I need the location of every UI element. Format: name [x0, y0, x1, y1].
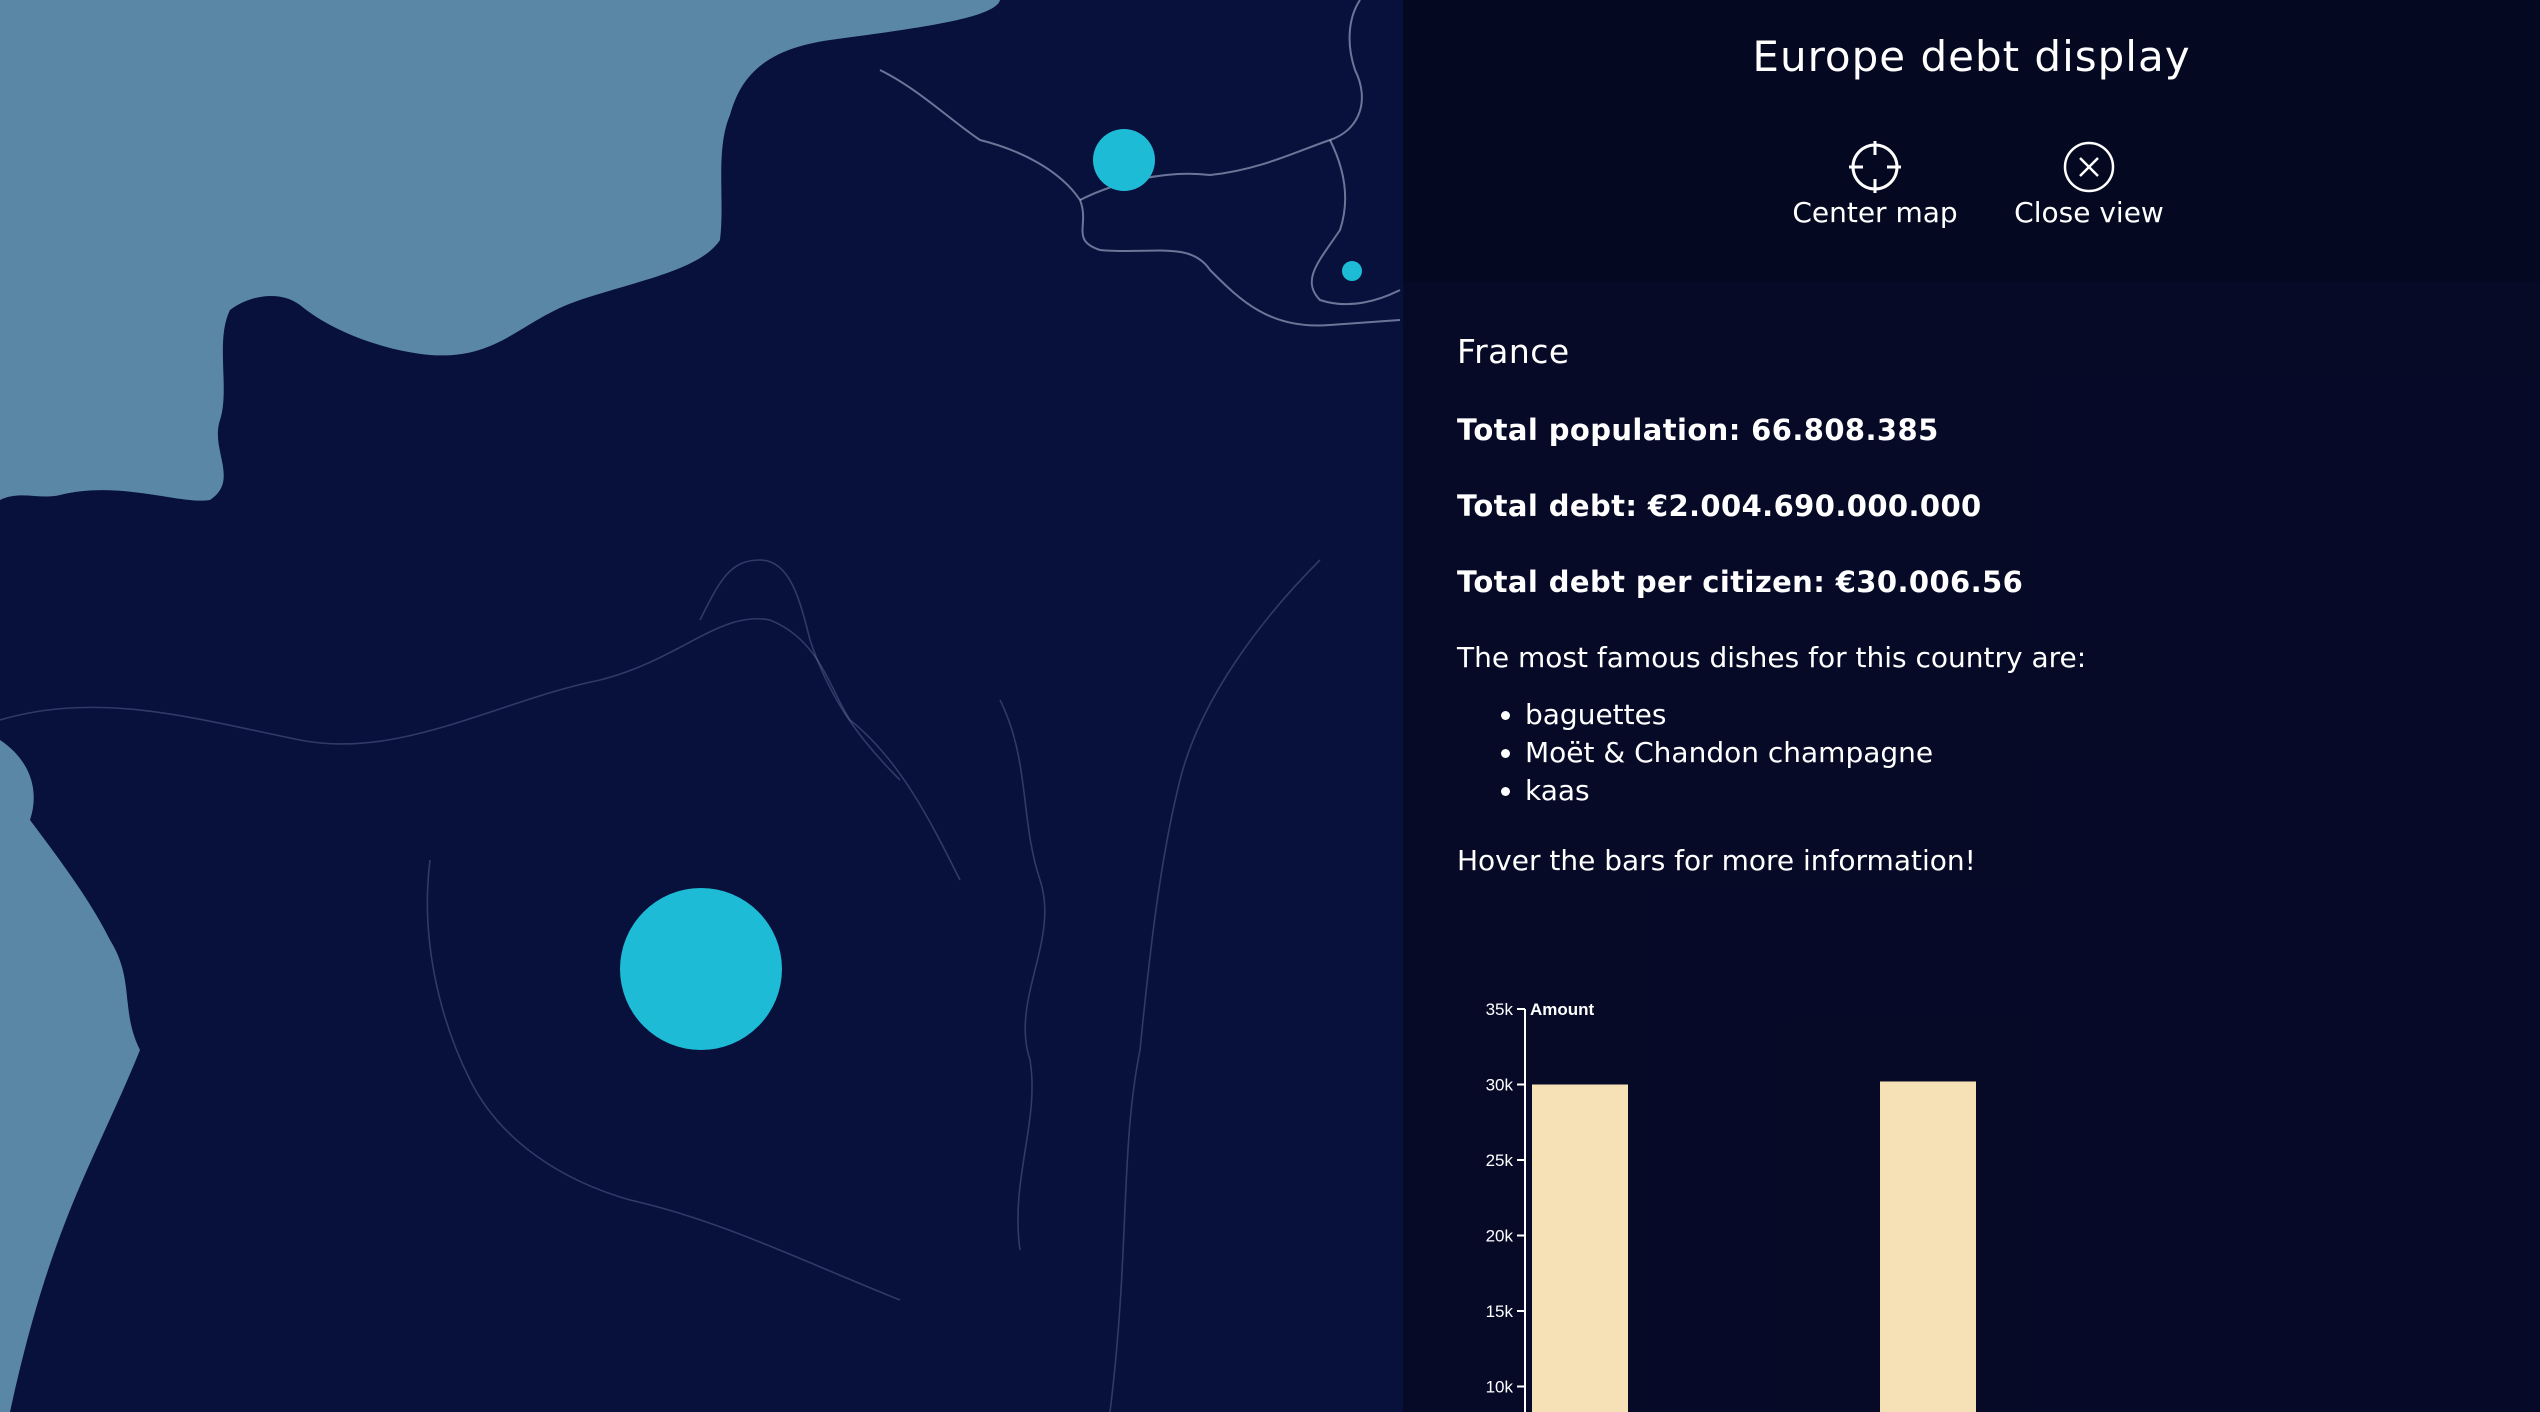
- dishes-intro: The most famous dishes for this country …: [1457, 641, 2087, 674]
- dishes-list: baguettes Moët & Chandon champagne kaas: [1457, 696, 2497, 810]
- border-line: [879, 69, 1401, 327]
- y-tick-label: 25k: [1486, 1151, 1514, 1170]
- debt-per-citizen: Total debt per citizen: €30.006.56: [1457, 565, 2024, 599]
- coast-strip: [0, 740, 140, 1412]
- river-line: [699, 559, 901, 781]
- crosshair-icon: [1849, 141, 1901, 193]
- center-map-button[interactable]: Center map: [1775, 140, 1975, 229]
- list-item: Moët & Chandon champagne: [1525, 734, 2497, 772]
- river-line: [0, 617, 961, 881]
- total-population: Total population: 66.808.385: [1457, 413, 1939, 447]
- y-tick-label: 20k: [1486, 1227, 1514, 1246]
- list-item: kaas: [1525, 772, 2497, 810]
- list-item: baguettes: [1525, 696, 2497, 734]
- app-title: Europe debt display: [1752, 32, 2191, 81]
- hover-hint: Hover the bars for more information!: [1457, 844, 1976, 877]
- border-line: [1310, 139, 1401, 306]
- country-marker[interactable]: [1342, 261, 1362, 281]
- close-view-label: Close view: [2014, 196, 2164, 229]
- country-info: France Total population: 66.808.385 Tota…: [1457, 332, 2497, 877]
- country-name: France: [1457, 332, 1570, 371]
- close-icon: [2063, 141, 2115, 193]
- y-axis: 35k 30k 25k 20k 15k 10k: [1486, 1000, 1526, 1412]
- y-tick-label: 30k: [1486, 1076, 1514, 1095]
- panel-header: Europe debt display Center map Close vie…: [1403, 0, 2540, 282]
- y-tick-label: 35k: [1486, 1000, 1514, 1019]
- total-debt: Total debt: €2.004.690.000.000: [1457, 489, 1982, 523]
- river-line: [1109, 559, 1321, 1412]
- sea-area: [0, 0, 1000, 501]
- y-axis-title: Amount: [1530, 1000, 1595, 1019]
- chart-bar[interactable]: [1880, 1081, 1976, 1412]
- y-tick-label: 15k: [1486, 1302, 1514, 1321]
- center-map-label: Center map: [1792, 196, 1958, 229]
- river-line: [426, 859, 901, 1301]
- country-marker-selected[interactable]: [620, 888, 782, 1050]
- chart-bar[interactable]: [1532, 1084, 1628, 1412]
- debt-bar-chart: 35k 30k 25k 20k 15k 10k Amount: [1486, 1000, 1976, 1412]
- river-line: [999, 699, 1046, 1251]
- country-marker[interactable]: [1093, 129, 1155, 191]
- bars: [1532, 1081, 1976, 1412]
- y-tick-label: 10k: [1486, 1378, 1514, 1397]
- border-line: [1079, 0, 1363, 201]
- close-view-button[interactable]: Close view: [1989, 140, 2189, 229]
